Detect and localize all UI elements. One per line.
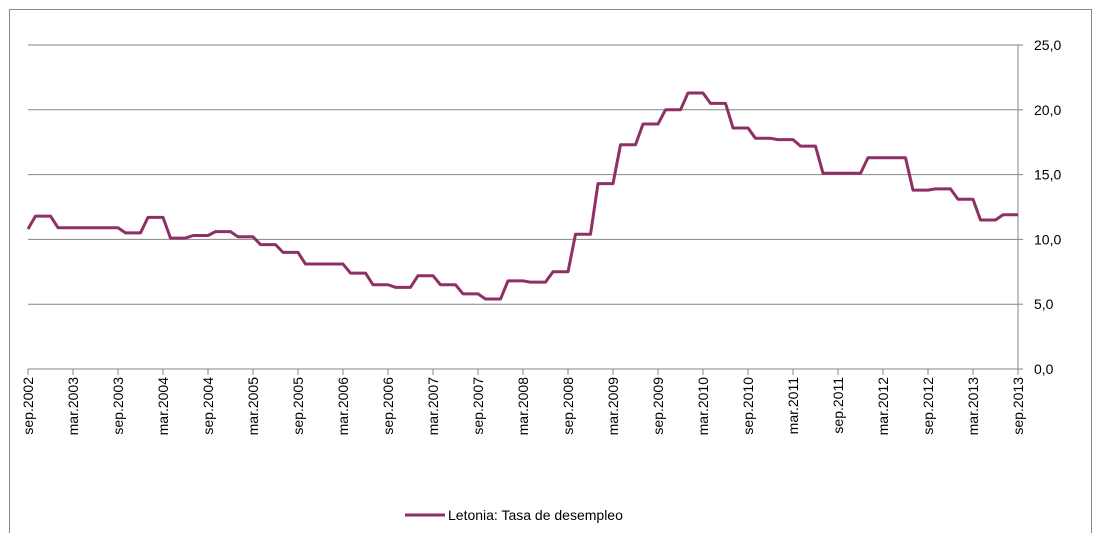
x-tick-label: sep.2013 bbox=[1010, 377, 1026, 435]
x-tick-label: sep.2009 bbox=[650, 377, 666, 435]
x-tick-label: sep.2006 bbox=[380, 377, 396, 435]
y-tick-label: 5,0 bbox=[1034, 296, 1054, 312]
x-tick-label: mar.2004 bbox=[155, 377, 171, 436]
line-series bbox=[26, 91, 1018, 301]
y-tick-label: 25,0 bbox=[1034, 37, 1061, 53]
legend-label: Letonia: Tasa de desempleo bbox=[448, 507, 623, 523]
x-tick-label: mar.2012 bbox=[875, 377, 891, 436]
x-tick-label: sep.2010 bbox=[740, 377, 756, 435]
y-tick-label: 10,0 bbox=[1034, 231, 1061, 247]
y-tick-label: 0,0 bbox=[1034, 361, 1054, 377]
x-tick-label: mar.2011 bbox=[785, 377, 801, 435]
y-tick-label: 15,0 bbox=[1034, 167, 1061, 183]
x-tick-label: mar.2010 bbox=[695, 377, 711, 436]
x-tick-label: mar.2005 bbox=[245, 377, 261, 436]
x-tick-label: mar.2009 bbox=[605, 377, 621, 436]
chart-frame bbox=[9, 9, 1092, 533]
x-tick-label: sep.2007 bbox=[470, 377, 486, 435]
x-tick-label: sep.2011 bbox=[830, 377, 846, 434]
x-tick-label: mar.2006 bbox=[335, 377, 351, 436]
x-tick-label: mar.2007 bbox=[425, 377, 441, 436]
x-tick-label: sep.2012 bbox=[920, 377, 936, 435]
x-tick-label: sep.2003 bbox=[110, 377, 126, 435]
x-tick-label: mar.2008 bbox=[515, 377, 531, 436]
x-tick-label: mar.2013 bbox=[965, 377, 981, 436]
x-tick-label: sep.2005 bbox=[290, 377, 306, 435]
y-tick-label: 20,0 bbox=[1034, 102, 1061, 118]
x-tick-label: sep.2004 bbox=[200, 377, 216, 435]
x-tick-label: sep.2008 bbox=[560, 377, 576, 435]
x-tick-label: sep.2002 bbox=[20, 377, 36, 435]
x-tick-label: mar.2003 bbox=[65, 377, 81, 436]
